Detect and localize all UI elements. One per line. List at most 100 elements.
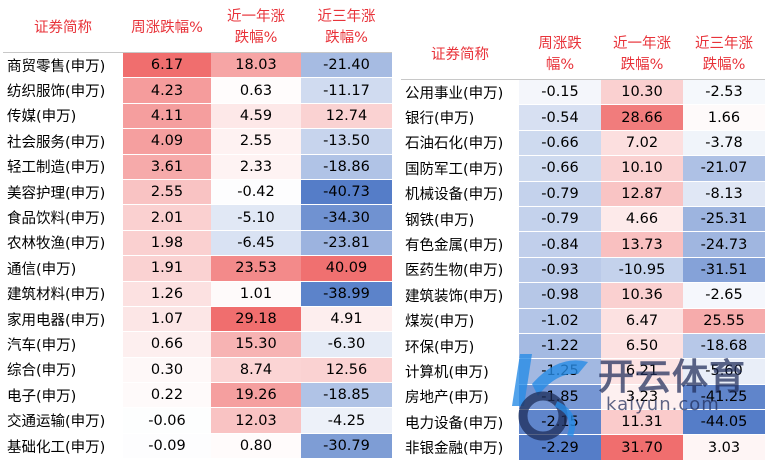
three-year-change-cell: -34.30 bbox=[301, 204, 392, 231]
three-year-change-cell: -18.85 bbox=[301, 382, 392, 409]
weekly-change-cell: 4.11 bbox=[123, 103, 211, 130]
three-year-change-cell: 40.09 bbox=[301, 255, 392, 282]
sector-name-cell: 传媒(申万) bbox=[3, 103, 123, 130]
table-row: 石油石化(申万) -0.66 7.02 -3.78 bbox=[401, 130, 765, 157]
table-row: 有色金属(申万) -0.84 13.73 -24.73 bbox=[401, 231, 765, 258]
one-year-change-cell: 0.80 bbox=[211, 433, 301, 460]
sector-name-cell: 银行(申万) bbox=[401, 104, 519, 131]
weekly-change-cell: 1.26 bbox=[123, 281, 211, 307]
three-year-change-cell: -5.60 bbox=[683, 358, 765, 385]
table-row: 银行(申万) -0.54 28.66 1.66 bbox=[401, 104, 765, 131]
one-year-change-cell: 13.73 bbox=[601, 231, 683, 258]
header-1y-change: 近一年涨 跌幅% bbox=[601, 31, 683, 80]
weekly-change-cell: -1.85 bbox=[519, 384, 601, 411]
sector-name-cell: 商贸零售(申万) bbox=[3, 52, 123, 79]
sector-name-cell: 交通运输(申万) bbox=[3, 407, 123, 434]
one-year-change-cell: 4.59 bbox=[211, 103, 301, 130]
sector-name-cell: 建筑装饰(申万) bbox=[401, 282, 519, 309]
one-year-change-cell: 28.66 bbox=[601, 104, 683, 131]
one-year-change-cell: 10.36 bbox=[601, 282, 683, 309]
three-year-change-cell: 12.56 bbox=[301, 357, 392, 384]
three-year-change-cell: -4.25 bbox=[301, 407, 392, 434]
one-year-change-cell: 6.21 bbox=[601, 358, 683, 385]
one-year-change-cell: -6.45 bbox=[211, 230, 301, 257]
one-year-change-cell: 8.74 bbox=[211, 357, 301, 384]
three-year-change-cell: -30.79 bbox=[301, 433, 392, 460]
sector-table-left: 证券简称 周涨跌幅% 近一年涨 跌幅% 近三年涨 跌幅% 商贸零售(申万) 6.1… bbox=[3, 4, 392, 460]
sector-name-cell: 国防军工(申万) bbox=[401, 155, 519, 182]
weekly-change-cell: -0.66 bbox=[519, 130, 601, 157]
three-year-change-cell: -11.17 bbox=[301, 77, 392, 104]
one-year-change-cell: 10.10 bbox=[601, 155, 683, 182]
three-year-change-cell: -8.13 bbox=[683, 181, 765, 207]
sector-table-right: 证券简称 周涨跌 幅% 近一年涨 跌幅% 近三年涨 跌幅% 公用事业(申万) -0… bbox=[401, 31, 765, 461]
one-year-change-cell: 6.50 bbox=[601, 333, 683, 360]
three-year-change-cell: -25.31 bbox=[683, 206, 765, 233]
table-row: 传媒(申万) 4.11 4.59 12.74 bbox=[3, 103, 392, 130]
one-year-change-cell: 15.30 bbox=[211, 331, 301, 358]
table-row: 医药生物(申万) -0.93 -10.95 -31.51 bbox=[401, 257, 765, 284]
one-year-change-cell: -0.42 bbox=[211, 179, 301, 206]
three-year-change-cell: -38.99 bbox=[301, 281, 392, 307]
three-year-change-cell: -18.86 bbox=[301, 154, 392, 180]
weekly-change-cell: -1.25 bbox=[519, 358, 601, 385]
table-row: 建筑装饰(申万) -0.98 10.36 -2.65 bbox=[401, 282, 765, 309]
one-year-change-cell: 31.70 bbox=[601, 434, 683, 461]
sector-name-cell: 农林牧渔(申万) bbox=[3, 230, 123, 257]
one-year-change-cell: 19.26 bbox=[211, 382, 301, 409]
weekly-change-cell: -0.15 bbox=[519, 79, 601, 106]
one-year-change-cell: 6.47 bbox=[601, 308, 683, 334]
three-year-change-cell: -2.53 bbox=[683, 79, 765, 106]
table-row: 环保(申万) -1.22 6.50 -18.68 bbox=[401, 333, 765, 360]
one-year-change-cell: 11.31 bbox=[601, 409, 683, 436]
three-year-change-cell: -41.25 bbox=[683, 384, 765, 411]
weekly-change-cell: 6.17 bbox=[123, 52, 211, 79]
weekly-change-cell: -0.93 bbox=[519, 257, 601, 284]
weekly-change-cell: 2.55 bbox=[123, 179, 211, 206]
weekly-change-cell: -0.06 bbox=[123, 407, 211, 434]
sector-name-cell: 轻工制造(申万) bbox=[3, 154, 123, 180]
sector-name-cell: 计算机(申万) bbox=[401, 358, 519, 385]
sector-name-cell: 纺织服饰(申万) bbox=[3, 77, 123, 104]
table-row: 通信(申万) 1.91 23.53 40.09 bbox=[3, 255, 392, 282]
weekly-change-cell: 0.66 bbox=[123, 331, 211, 358]
weekly-change-cell: -1.02 bbox=[519, 308, 601, 334]
header-3y-change: 近三年涨 跌幅% bbox=[683, 31, 765, 80]
table-row: 汽车(申万) 0.66 15.30 -6.30 bbox=[3, 331, 392, 358]
table-row: 电力设备(申万) -2.15 11.31 -44.05 bbox=[401, 409, 765, 436]
table-row: 交通运输(申万) -0.06 12.03 -4.25 bbox=[3, 407, 392, 434]
one-year-change-cell: 29.18 bbox=[211, 306, 301, 333]
table-row: 社会服务(申万) 4.09 2.55 -13.50 bbox=[3, 128, 392, 155]
weekly-change-cell: 1.07 bbox=[123, 306, 211, 333]
table-row: 纺织服饰(申万) 4.23 0.63 -11.17 bbox=[3, 77, 392, 104]
three-year-change-cell: 1.66 bbox=[683, 104, 765, 131]
sector-name-cell: 公用事业(申万) bbox=[401, 79, 519, 106]
header-name: 证券简称 bbox=[401, 31, 519, 80]
weekly-change-cell: 1.91 bbox=[123, 255, 211, 282]
one-year-change-cell: 2.55 bbox=[211, 128, 301, 155]
sector-name-cell: 环保(申万) bbox=[401, 333, 519, 360]
weekly-change-cell: 1.98 bbox=[123, 230, 211, 257]
weekly-change-cell: -0.09 bbox=[123, 433, 211, 460]
three-year-change-cell: 25.55 bbox=[683, 308, 765, 334]
three-year-change-cell: -31.51 bbox=[683, 257, 765, 284]
header-weekly-change: 周涨跌 幅% bbox=[519, 31, 601, 80]
sector-name-cell: 机械设备(申万) bbox=[401, 181, 519, 207]
weekly-change-cell: -0.79 bbox=[519, 181, 601, 207]
one-year-change-cell: 10.30 bbox=[601, 79, 683, 106]
three-year-change-cell: -23.81 bbox=[301, 230, 392, 257]
weekly-change-cell: 4.09 bbox=[123, 128, 211, 155]
sector-name-cell: 汽车(申万) bbox=[3, 331, 123, 358]
three-year-change-cell: 12.74 bbox=[301, 103, 392, 130]
table-row: 计算机(申万) -1.25 6.21 -5.60 bbox=[401, 358, 765, 385]
weekly-change-cell: -0.98 bbox=[519, 282, 601, 309]
weekly-change-cell: 0.30 bbox=[123, 357, 211, 384]
sector-name-cell: 基础化工(申万) bbox=[3, 433, 123, 460]
weekly-change-cell: -1.22 bbox=[519, 333, 601, 360]
table-row: 钢铁(申万) -0.79 4.66 -25.31 bbox=[401, 206, 765, 233]
table-header-row: 证券简称 周涨跌幅% 近一年涨 跌幅% 近三年涨 跌幅% bbox=[3, 4, 392, 53]
header-name: 证券简称 bbox=[3, 4, 123, 53]
weekly-change-cell: 4.23 bbox=[123, 77, 211, 104]
table-row: 非银金融(申万) -2.29 31.70 3.03 bbox=[401, 434, 765, 461]
weekly-change-cell: -0.66 bbox=[519, 155, 601, 182]
